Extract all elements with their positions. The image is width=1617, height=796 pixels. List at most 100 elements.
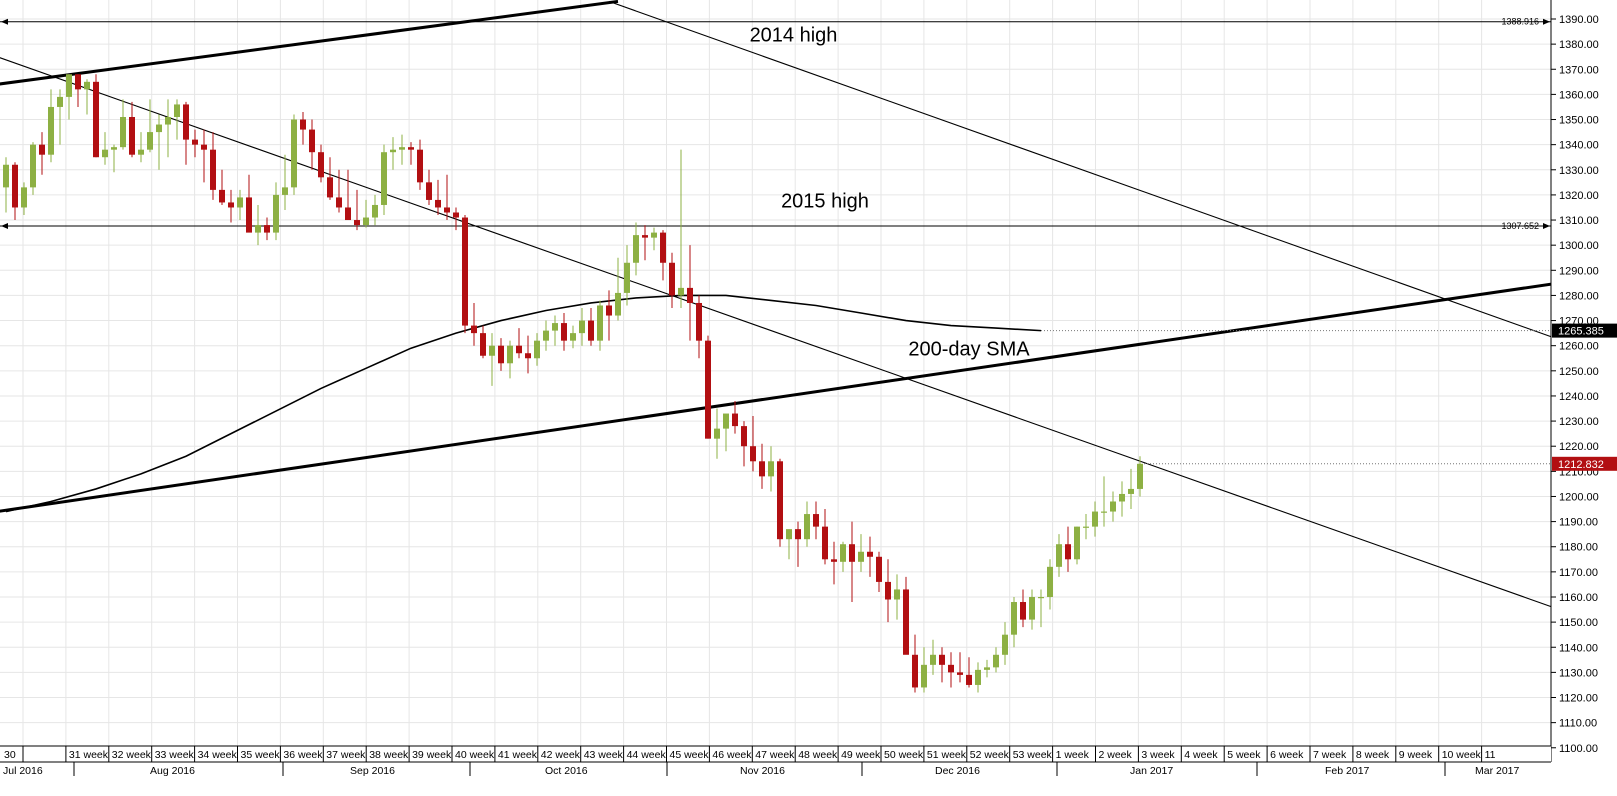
price-tick-label: 1300.00 — [1559, 240, 1599, 252]
annotation-label: 2015 high — [781, 190, 869, 212]
candle-body — [696, 302, 702, 341]
candle-body — [1011, 602, 1017, 635]
annotation-label: 2014 high — [750, 25, 838, 47]
candle-body — [12, 164, 18, 208]
level-label: 1307.652 — [1501, 221, 1539, 231]
candle — [1029, 589, 1035, 630]
week-label: 1 week — [1056, 749, 1090, 761]
candle — [120, 99, 126, 150]
candle-body — [390, 149, 396, 153]
level-arrow-right — [1543, 18, 1550, 25]
month-label: Dec 2016 — [935, 765, 980, 777]
candle — [435, 179, 441, 216]
plot-background — [0, 0, 1551, 762]
price-tick-label: 1110.00 — [1559, 718, 1597, 730]
time-axis[interactable]: 30 31 week 32 week 33 week 34 week 35 week 36 … — [0, 745, 1551, 796]
candle-body — [813, 514, 819, 527]
candle — [750, 416, 756, 472]
week-label: 2 week — [1099, 749, 1133, 761]
week-label: 5 week — [1227, 749, 1261, 761]
level-label: 1388.916 — [1501, 17, 1539, 27]
candle-body — [57, 96, 63, 107]
candle-body — [237, 197, 243, 208]
candle — [174, 99, 180, 140]
candle-body — [309, 129, 315, 153]
candle — [867, 536, 873, 577]
candle-body — [426, 182, 432, 200]
candle — [30, 142, 36, 195]
candle — [1038, 589, 1044, 628]
level-arrow-left — [1, 18, 8, 25]
candle — [129, 101, 135, 158]
week-label: 42 week — [541, 749, 581, 761]
candle — [39, 132, 45, 175]
candle-body — [300, 119, 306, 130]
candle — [228, 189, 234, 223]
candle — [624, 245, 630, 306]
candle — [498, 338, 504, 371]
candle — [489, 333, 495, 386]
candle-body — [867, 551, 873, 557]
month-label: Sep 2016 — [350, 765, 395, 777]
price-axis[interactable]: 1100.00 1110.00 1120.00 1130.00 1140.00 1150.… — [1550, 0, 1617, 796]
candle-body — [561, 323, 567, 341]
candle — [1083, 514, 1089, 540]
candle — [390, 137, 396, 170]
week-label: 3 week — [1141, 749, 1175, 761]
candle-body — [678, 287, 684, 296]
price-tick-label: 1100.00 — [1559, 743, 1598, 755]
candle — [921, 647, 927, 693]
candle — [597, 300, 603, 351]
candle — [696, 295, 702, 359]
candle — [1065, 526, 1071, 572]
candle — [768, 446, 774, 492]
candle — [1128, 468, 1134, 510]
candle-body — [750, 446, 756, 462]
price-tick-label: 1130.00 — [1559, 667, 1598, 679]
candle — [669, 252, 675, 308]
last-price-tag — [1552, 456, 1617, 471]
candle-body — [408, 147, 414, 150]
week-label: 9 week — [1399, 749, 1433, 761]
candle-body — [147, 132, 153, 150]
candle — [444, 174, 450, 221]
week-label: 53 week — [1013, 749, 1053, 761]
price-tick-label: 1140.00 — [1559, 642, 1598, 654]
price-tick-label: 1240.00 — [1559, 391, 1599, 403]
candle-body — [975, 669, 981, 685]
price-tick-label: 1120.00 — [1559, 693, 1598, 705]
candle-body — [939, 654, 945, 665]
candle — [975, 662, 981, 693]
candle — [453, 207, 459, 231]
candle — [309, 119, 315, 170]
grid-lines — [0, 0, 1551, 749]
candle — [1101, 476, 1107, 527]
candle — [462, 215, 468, 334]
candle — [516, 328, 522, 359]
annotations: 2014 high 2015 high 200-day SMA — [750, 25, 1031, 361]
candle — [327, 157, 333, 200]
trendline-thick — [0, 0, 619, 86]
candle-body — [912, 654, 918, 688]
candle-body — [381, 152, 387, 205]
price-tick-label: 1190.00 — [1559, 517, 1598, 529]
candle-body — [93, 81, 99, 158]
candle-body — [120, 117, 126, 148]
price-tick-label: 1380.00 — [1559, 39, 1599, 51]
candle-body — [75, 74, 81, 90]
candle-body — [786, 529, 792, 540]
candle — [372, 194, 378, 226]
price-tick-label: 1330.00 — [1559, 165, 1599, 177]
candle — [273, 182, 279, 241]
candle-body — [993, 654, 999, 668]
candle-body — [507, 345, 513, 364]
week-label: 51 week — [927, 749, 967, 761]
candle — [804, 501, 810, 547]
candle — [858, 534, 864, 572]
candle-body — [156, 124, 162, 133]
candle-body — [885, 581, 891, 600]
candle — [1002, 622, 1008, 665]
candle-body — [597, 305, 603, 341]
candle — [318, 144, 324, 183]
candle-body — [525, 353, 531, 359]
